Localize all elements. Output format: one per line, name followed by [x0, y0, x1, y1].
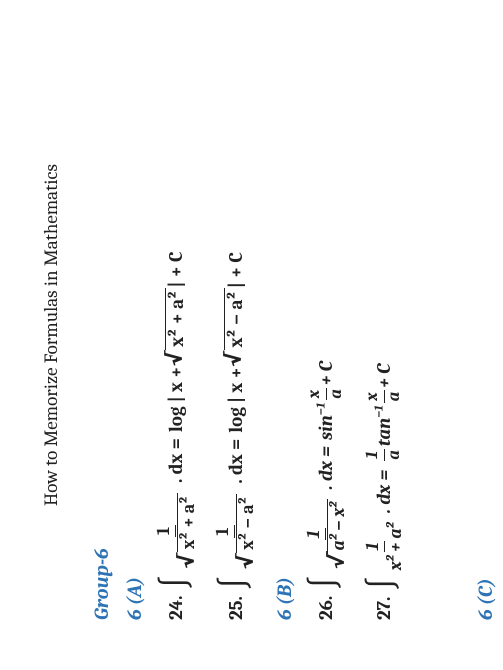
- denominator: √ x² − a²: [235, 492, 259, 572]
- section-b-title: 6 (B): [273, 50, 296, 620]
- integrand-fraction: 1 √ x² + a²: [154, 491, 199, 571]
- numerator: 1: [154, 525, 176, 537]
- func-name: sin−1: [317, 403, 336, 440]
- formula-number: 27.: [375, 597, 394, 620]
- formula-number: 26.: [317, 596, 336, 620]
- sqrt: √ a² − x²: [327, 499, 350, 569]
- arg-fraction: x a: [364, 390, 404, 404]
- denominator: √ a² − x²: [326, 497, 350, 571]
- rhs-suffix: | + C: [227, 252, 246, 288]
- numerator: 1: [213, 526, 235, 538]
- sqrt: √ x² + a²: [177, 493, 200, 569]
- plus-c: + C: [375, 364, 394, 388]
- formula-26: 26. ∫ 1 √ a² − x² . dx = sin−1 x a + C: [304, 50, 349, 620]
- rhs-sqrt: √ x² + a²: [165, 288, 189, 367]
- rhs-prefix: log | x +: [227, 367, 246, 432]
- integral-sign: ∫: [307, 575, 341, 589]
- numerator: 1: [304, 528, 326, 540]
- section-a-title: 6 (A): [123, 50, 146, 620]
- sqrt: √ x² − a²: [236, 494, 259, 570]
- coef-fraction: 1 a: [364, 448, 404, 462]
- page-header: How to Memorize Formulas in Mathematics: [40, 50, 62, 620]
- arg-fraction: x a: [306, 387, 346, 401]
- integral-sign: ∫: [217, 576, 251, 590]
- integrand-fraction: 1 √ a² − x²: [304, 497, 349, 571]
- dx-equals: . dx =: [375, 470, 394, 513]
- section-c-title-cut: 6 (C): [474, 578, 497, 620]
- rhs-prefix: log | x +: [167, 367, 186, 432]
- denominator: x² + a²: [385, 521, 406, 572]
- rhs-sqrt: √ x² − a²: [224, 288, 248, 367]
- group-title: Group-6: [90, 50, 113, 620]
- rhs-suffix: | + C: [167, 251, 186, 287]
- dx-equals: . dx =: [317, 446, 336, 489]
- dx-equals: . dx =: [227, 439, 246, 484]
- numerator: 1: [363, 541, 385, 553]
- formula-25: 25. ∫ 1 √ x² − a² . dx = log | x + √ x² …: [213, 50, 258, 620]
- integral-sign: ∫: [365, 576, 399, 590]
- integrand-fraction: 1 x² + a²: [363, 521, 406, 572]
- formula-number: 24.: [167, 595, 186, 620]
- dx-equals: . dx =: [167, 438, 186, 483]
- func-name: tan−1: [375, 405, 394, 446]
- formula-number: 25.: [227, 596, 246, 620]
- formula-27: 27. ∫ 1 x² + a² . dx = 1 a tan−1 x a + C: [363, 50, 406, 620]
- integrand-fraction: 1 √ x² − a²: [213, 492, 258, 572]
- denominator: √ x² + a²: [176, 491, 200, 571]
- formula-24: 24. ∫ 1 √ x² + a² . dx = log | x + √ x² …: [154, 50, 199, 620]
- integral-sign: ∫: [158, 575, 192, 589]
- plus-c: + C: [317, 361, 336, 385]
